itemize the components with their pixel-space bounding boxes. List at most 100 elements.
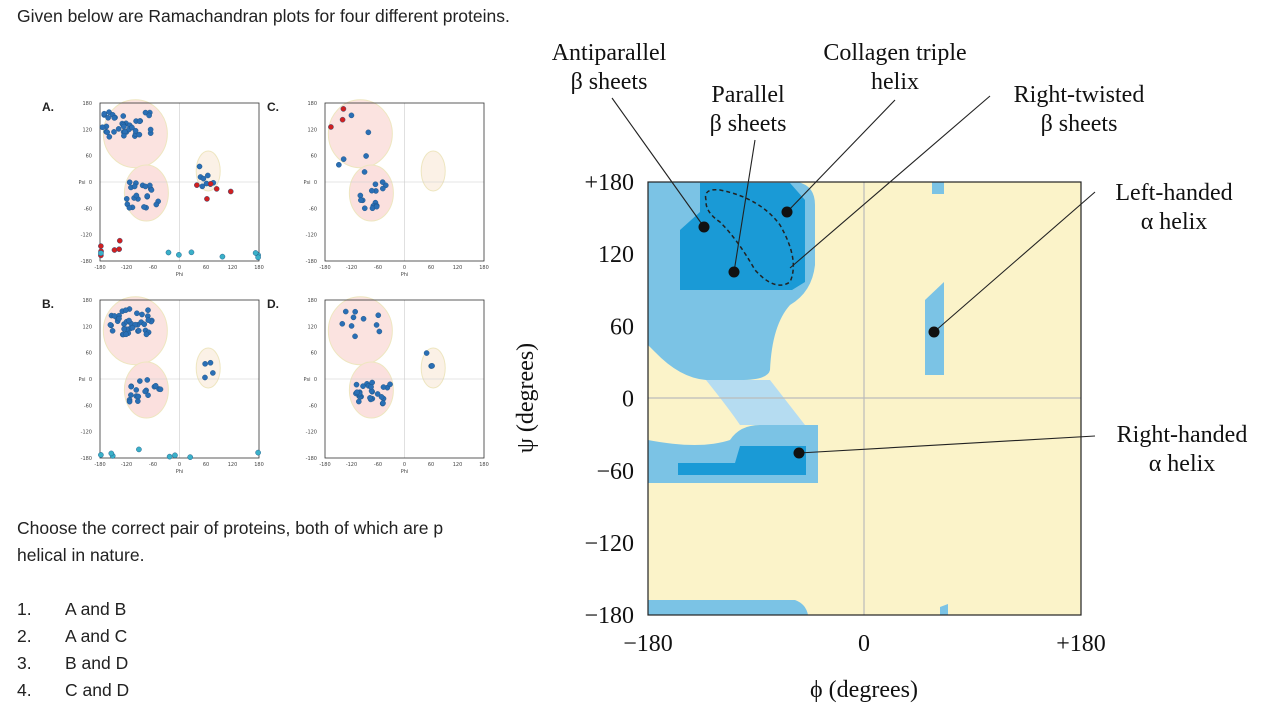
option-text: C and D (65, 680, 129, 700)
option-text: B and D (65, 653, 128, 673)
residue-dot (194, 182, 200, 188)
region (940, 604, 948, 615)
y-tick-label: −120 (584, 531, 634, 557)
residue-dot (152, 382, 159, 389)
residue-dot (380, 400, 386, 406)
tick-label: 180 (479, 265, 489, 271)
residue-dot (352, 308, 358, 315)
residue-dot (354, 389, 360, 396)
residue-dot (126, 204, 133, 211)
annotation: α helix (1141, 209, 1208, 235)
residue-dot (227, 188, 234, 195)
option-number: 3. (17, 653, 32, 673)
residue-dot (147, 126, 154, 133)
tick-label: 60 (428, 462, 434, 468)
option-number: 4. (17, 680, 32, 700)
residue-dot (101, 110, 108, 117)
residue-dot (143, 331, 150, 338)
annotation: helix (871, 69, 919, 95)
residue-dot (139, 311, 145, 318)
residue-dot (380, 384, 387, 390)
residue-dot (121, 123, 127, 130)
residue-dot (121, 326, 127, 332)
residue-dot (339, 116, 346, 123)
axis-label: Phi (401, 272, 409, 278)
tick-label: 0 (178, 462, 181, 468)
annotation: β sheets (710, 111, 787, 137)
residue-dot (108, 450, 115, 457)
residue-dot (144, 193, 151, 199)
panel-frame (99, 102, 260, 262)
tick-label: -180 (319, 265, 330, 271)
y-tick-label: −60 (596, 459, 634, 485)
panel-frame (324, 299, 485, 459)
annotation: α helix (1149, 451, 1216, 477)
residue-dot (145, 307, 151, 313)
residue-dot (357, 192, 364, 199)
options: 1. A and B 2. A and C 3. B and D 4. C and D (17, 599, 129, 700)
annotation: Right-handed (1117, 422, 1248, 448)
tick-label: -180 (81, 456, 92, 462)
y-tick-label: +180 (584, 170, 634, 196)
tick-label: -120 (346, 265, 357, 271)
residue-dot (219, 253, 226, 260)
residue-dot (132, 127, 139, 134)
x-axis-label: ϕ (degrees) (810, 677, 918, 703)
residue-dot (363, 153, 369, 159)
tick-label: -60 (149, 462, 157, 468)
tick-label: -120 (81, 233, 92, 239)
residue-dot (340, 156, 347, 162)
axis-label: Psi (304, 377, 311, 383)
density (420, 150, 446, 192)
residue-dot (348, 112, 355, 119)
tick-label: 180 (82, 101, 92, 107)
tick-label: 180 (307, 298, 317, 304)
panel-label: C. (267, 100, 279, 114)
residue-dot (196, 163, 203, 170)
x-tick-label: +180 (1056, 631, 1106, 657)
residue-dot (133, 387, 140, 393)
tick-label: 60 (86, 154, 92, 160)
tick-label: 0 (314, 377, 317, 383)
panel-label: A. (42, 100, 54, 114)
residue-dot (367, 395, 373, 401)
residue-dot (429, 363, 435, 369)
annotation: Collagen triple (823, 40, 966, 66)
residue-dot (356, 398, 362, 405)
annotation: Antiparallel (552, 40, 667, 66)
annotation: β sheets (1041, 111, 1118, 137)
tick-label: -180 (81, 259, 92, 265)
residue-dot (336, 161, 342, 168)
tick-label: 0 (89, 180, 92, 186)
axis-label: Psi (79, 377, 86, 383)
tick-label: 180 (254, 462, 264, 468)
tick-label: 60 (428, 265, 434, 271)
tick-label: -180 (306, 259, 317, 265)
y-tick-label: −180 (584, 603, 634, 629)
residue-dot (137, 378, 143, 384)
residue-dot (134, 310, 140, 317)
residue-dot (123, 196, 130, 202)
option-text: A and B (65, 599, 126, 619)
density (327, 296, 393, 366)
tick-label: -120 (346, 462, 357, 468)
residue-dot (141, 204, 147, 210)
y-tick-label: 0 (622, 387, 634, 413)
option-number: 1. (17, 599, 32, 619)
density (123, 164, 169, 222)
tick-label: -120 (306, 233, 317, 239)
y-tick-label: 60 (610, 314, 634, 340)
residue-dot (361, 169, 368, 175)
region (648, 600, 808, 615)
density (327, 99, 393, 169)
tick-label: -120 (81, 430, 92, 436)
beta-core (680, 183, 805, 290)
residue-dot (207, 359, 214, 366)
residue-dot (204, 196, 210, 202)
residue-dot (342, 308, 349, 315)
tick-label: 120 (82, 324, 92, 330)
residue-dot (115, 126, 122, 132)
residue-dot (142, 183, 149, 190)
residue-dot (111, 129, 117, 135)
tick-label: 0 (403, 462, 406, 468)
